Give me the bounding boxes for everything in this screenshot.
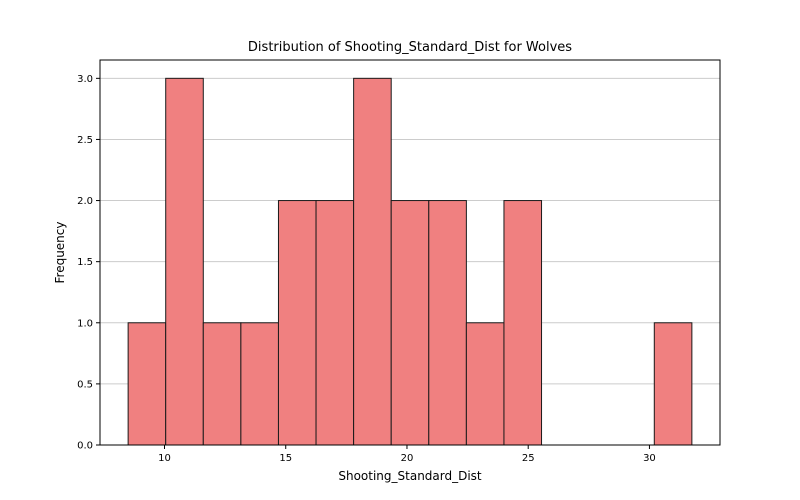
x-tick-label: 15: [279, 453, 292, 464]
histogram-bar: [202, 322, 242, 446]
y-tick-label: 1.5: [77, 257, 93, 268]
y-tick-label: 0.5: [77, 379, 93, 390]
y-tick-label: 2.0: [77, 196, 93, 207]
x-tick-label: 30: [643, 453, 656, 464]
x-tick-label: 20: [401, 453, 414, 464]
histogram-bar: [240, 322, 279, 446]
chart-title: Distribution of Shooting_Standard_Dist f…: [248, 40, 572, 55]
histogram-bar: [353, 77, 392, 446]
x-tick-label: 10: [158, 453, 171, 464]
histogram-bar: [428, 200, 467, 446]
y-tick-label: 1.0: [77, 318, 93, 329]
plot-frame: [99, 59, 721, 446]
histogram-bar: [277, 200, 317, 446]
histogram-bar: [127, 322, 167, 446]
y-tick-label: 2.5: [77, 135, 93, 146]
histogram-bar: [653, 322, 693, 446]
histogram-bar: [315, 200, 355, 446]
y-axis-ticks: 0.0 0.5 1.0 1.5 2.0 2.5 3.0: [77, 74, 100, 452]
bars: [127, 77, 693, 446]
x-axis-ticks: 10 15 20 25 30: [158, 445, 656, 464]
histogram-bar: [165, 77, 204, 446]
histogram-bar: [503, 200, 543, 446]
y-axis-label: Frequency: [53, 222, 67, 284]
histogram-bar: [390, 200, 430, 446]
y-tick-label: 0.0: [77, 441, 93, 452]
x-axis-label: Shooting_Standard_Dist: [338, 469, 482, 483]
y-tick-label: 3.0: [77, 74, 93, 85]
histogram-bar: [465, 322, 505, 446]
x-tick-label: 25: [522, 453, 535, 464]
